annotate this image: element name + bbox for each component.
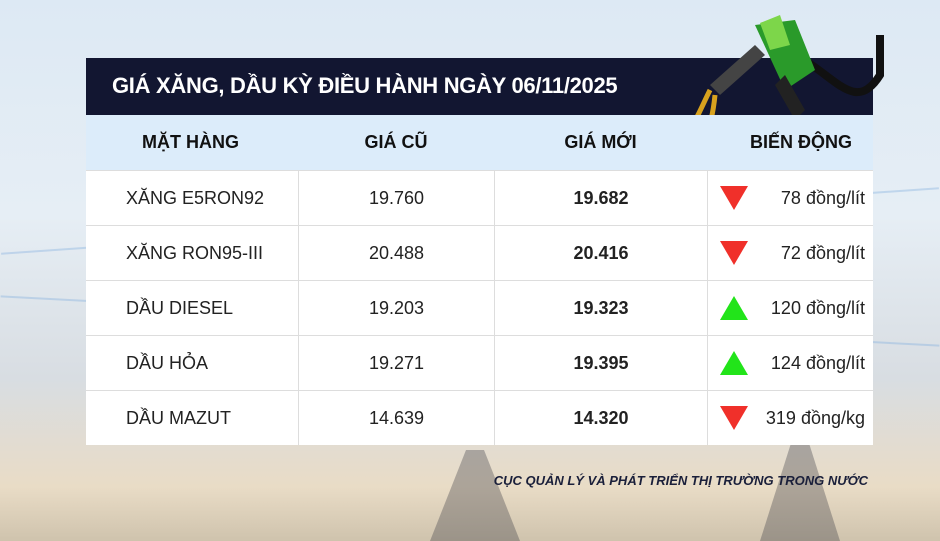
price-change: 124 đồng/lít <box>707 336 873 390</box>
source-note: CỤC QUẢN LÝ VÀ PHÁT TRIỂN THỊ TRƯỜNG TRO… <box>493 473 868 488</box>
table-row: DẦU DIESEL 19.203 19.323 120 đồng/lít <box>86 280 873 335</box>
page-title: GIÁ XĂNG, DẦU KỲ ĐIỀU HÀNH NGÀY 06/11/20… <box>112 73 618 98</box>
new-price: 19.323 <box>494 281 707 335</box>
col-header-item: MẶT HÀNG <box>142 132 239 152</box>
new-price: 14.320 <box>494 391 707 445</box>
old-price: 19.760 <box>298 171 494 225</box>
new-price: 20.416 <box>494 226 707 280</box>
item-name: DẦU HỎA <box>126 352 209 373</box>
item-name: XĂNG E5RON92 <box>126 187 265 208</box>
table-header: MẶT HÀNG GIÁ CŨ GIÁ MỚI BIẾN ĐỘNG <box>86 115 873 170</box>
table-row: XĂNG RON95-III 20.488 20.416 72 đồng/lít <box>86 225 873 280</box>
table-row: DẦU MAZUT 14.639 14.320 319 đồng/kg <box>86 390 873 445</box>
arrow-up-icon <box>720 351 748 375</box>
new-price: 19.395 <box>494 336 707 390</box>
new-price: 19.682 <box>494 171 707 225</box>
col-header-change: BIẾN ĐỘNG <box>749 132 852 152</box>
change-text: 72 đồng/lít <box>780 242 865 263</box>
change-text: 120 đồng/lít <box>770 297 865 318</box>
oil-rig-silhouette <box>430 450 520 541</box>
price-change: 120 đồng/lít <box>707 281 873 335</box>
arrow-down-icon <box>720 406 748 430</box>
item-name: DẦU MAZUT <box>126 407 231 428</box>
old-price: 19.271 <box>298 336 494 390</box>
change-text: 319 đồng/kg <box>765 407 865 428</box>
price-change: 319 đồng/kg <box>707 391 873 445</box>
arrow-down-icon <box>720 241 748 265</box>
old-price: 20.488 <box>298 226 494 280</box>
item-name: XĂNG RON95-III <box>126 242 264 263</box>
old-price: 19.203 <box>298 281 494 335</box>
change-text: 78 đồng/lít <box>780 187 865 208</box>
oil-rig-silhouette <box>760 440 840 541</box>
old-price: 14.639 <box>298 391 494 445</box>
change-text: 124 đồng/lít <box>770 352 865 373</box>
table-row: DẦU HỎA 19.271 19.395 124 đồng/lít <box>86 335 873 390</box>
item-name: DẦU DIESEL <box>126 297 234 318</box>
price-change: 78 đồng/lít <box>707 171 873 225</box>
arrow-down-icon <box>720 186 748 210</box>
table-row: XĂNG E5RON92 19.760 19.682 78 đồng/lít <box>86 170 873 225</box>
arrow-up-icon <box>720 296 748 320</box>
price-table: MẶT HÀNG GIÁ CŨ GIÁ MỚI BIẾN ĐỘNG XĂNG E… <box>86 115 873 445</box>
col-header-new: GIÁ MỚI <box>564 132 637 152</box>
price-change: 72 đồng/lít <box>707 226 873 280</box>
col-header-old: GIÁ CŨ <box>364 132 428 152</box>
